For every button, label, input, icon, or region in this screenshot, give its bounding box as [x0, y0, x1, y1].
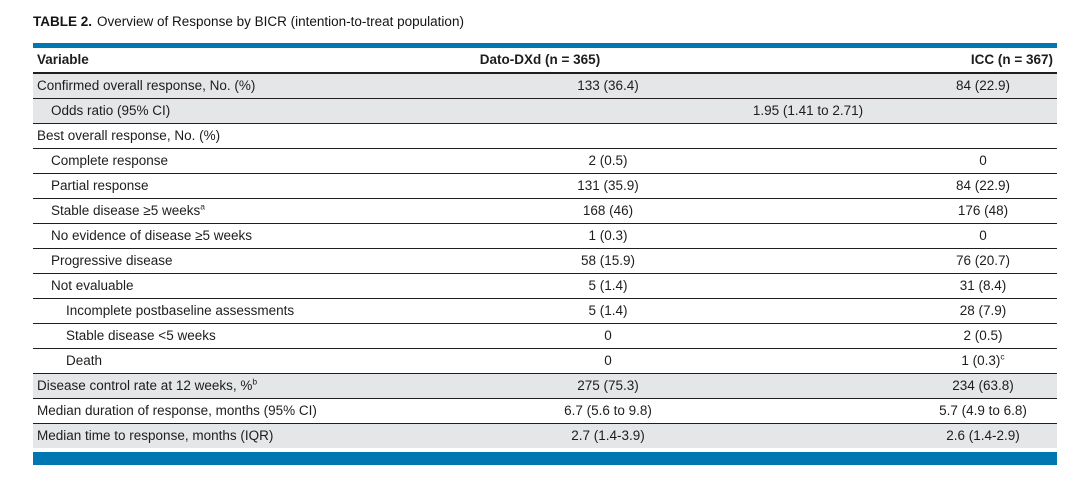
table-row: Confirmed overall response, No. (%) 133 (…: [33, 73, 1057, 99]
table-row: Median duration of response, months (95%…: [33, 398, 1057, 424]
variable-cell: Disease control rate at 12 weeks, %b: [33, 373, 453, 399]
dato-dxd-value-cell: 133 (36.4): [453, 73, 763, 99]
dato-dxd-value-cell: 0: [453, 323, 763, 349]
icc-value-cell: 0: [763, 223, 1057, 249]
table-row: Progressive disease 58 (15.9) 76 (20.7): [33, 248, 1057, 274]
column-header-icc: ICC (n = 367): [763, 48, 1057, 74]
variable-cell: Odds ratio (95% CI): [33, 98, 453, 124]
odds-ratio-value-cell: 1.95 (1.41 to 2.71): [453, 98, 1057, 124]
table-row: Median time to response, months (IQR) 2.7…: [33, 423, 1057, 448]
variable-cell: Confirmed overall response, No. (%): [33, 73, 453, 99]
table-row: Stable disease ≥5 weeksa 168 (46) 176 (48): [33, 198, 1057, 224]
table-row: Partial response 131 (35.9) 84 (22.9): [33, 173, 1057, 199]
table-row: Death 0 1 (0.3)c: [33, 348, 1057, 374]
variable-cell: Best overall response, No. (%): [33, 123, 453, 149]
response-table: Variable Dato-DXd (n = 365) ICC (n = 367…: [33, 48, 1057, 448]
variable-cell: Median duration of response, months (95%…: [33, 398, 453, 424]
dato-dxd-value-cell: 5 (1.4): [453, 298, 763, 324]
footnote-marker: a: [200, 201, 205, 212]
response-table-container: Variable Dato-DXd (n = 365) ICC (n = 367…: [33, 43, 1057, 465]
table-body: Confirmed overall response, No. (%) 133 (…: [33, 73, 1057, 448]
table-row: Incomplete postbaseline assessments 5 (1.…: [33, 298, 1057, 324]
table-row: Stable disease <5 weeks 0 2 (0.5): [33, 323, 1057, 349]
icc-value-cell: 84 (22.9): [763, 73, 1057, 99]
dato-dxd-value-cell: 275 (75.3): [453, 373, 763, 399]
variable-cell: Stable disease <5 weeks: [33, 323, 453, 349]
bottom-accent-bar: [33, 452, 1057, 465]
icc-value-cell: 28 (7.9): [763, 298, 1057, 324]
variable-cell: Death: [33, 348, 453, 374]
table-title-text: Overview of Response by BICR (intention-…: [97, 14, 464, 29]
footnote-marker: b: [252, 376, 258, 387]
icc-value-cell: 1 (0.3)c: [763, 348, 1057, 374]
variable-cell: Not evaluable: [33, 273, 453, 299]
table-row: Not evaluable 5 (1.4) 31 (8.4): [33, 273, 1057, 299]
icc-value-cell: 2.6 (1.4-2.9): [763, 423, 1057, 448]
variable-cell: Progressive disease: [33, 248, 453, 274]
column-header-dato-dxd: Dato-DXd (n = 365): [453, 48, 763, 74]
dato-dxd-value-cell: 5 (1.4): [453, 273, 763, 299]
header-row: Variable Dato-DXd (n = 365) ICC (n = 367…: [33, 48, 1057, 74]
icc-value-cell: 5.7 (4.9 to 6.8): [763, 398, 1057, 424]
table-row: Disease control rate at 12 weeks, %b 275 …: [33, 373, 1057, 399]
dato-dxd-value-cell: 131 (35.9): [453, 173, 763, 199]
icc-value-cell: 31 (8.4): [763, 273, 1057, 299]
icc-value-cell: 84 (22.9): [763, 173, 1057, 199]
column-header-variable: Variable: [33, 48, 453, 74]
top-accent-rule: [33, 43, 1057, 48]
table-row: Odds ratio (95% CI) 1.95 (1.41 to 2.71): [33, 98, 1057, 124]
dato-dxd-value-cell: 2.7 (1.4-3.9): [453, 423, 763, 448]
table-header: Variable Dato-DXd (n = 365) ICC (n = 367…: [33, 48, 1057, 74]
variable-cell: Complete response: [33, 148, 453, 174]
dato-dxd-value-cell: [453, 123, 763, 149]
footnote-marker: c: [1000, 351, 1005, 362]
dato-dxd-value-cell: 1 (0.3): [453, 223, 763, 249]
dato-dxd-value-cell: 168 (46): [453, 198, 763, 224]
table-row: Best overall response, No. (%): [33, 123, 1057, 149]
dato-dxd-value-cell: 58 (15.9): [453, 248, 763, 274]
table-title: TABLE 2. Overview of Response by BICR (in…: [33, 13, 464, 30]
dato-dxd-value-cell: 0: [453, 348, 763, 374]
icc-value-cell: [763, 123, 1057, 149]
icc-value-cell: 234 (63.8): [763, 373, 1057, 399]
table-title-label: TABLE 2.: [33, 14, 93, 29]
dato-dxd-value-cell: 2 (0.5): [453, 148, 763, 174]
icc-value-cell: 76 (20.7): [763, 248, 1057, 274]
table-row: No evidence of disease ≥5 weeks 1 (0.3) 0: [33, 223, 1057, 249]
variable-cell: Incomplete postbaseline assessments: [33, 298, 453, 324]
dato-dxd-value-cell: 6.7 (5.6 to 9.8): [453, 398, 763, 424]
variable-cell: No evidence of disease ≥5 weeks: [33, 223, 453, 249]
variable-cell: Stable disease ≥5 weeksa: [33, 198, 453, 224]
icc-value-cell: 2 (0.5): [763, 323, 1057, 349]
icc-value-cell: 0: [763, 148, 1057, 174]
table-row: Complete response 2 (0.5) 0: [33, 148, 1057, 174]
variable-cell: Partial response: [33, 173, 453, 199]
icc-value-cell: 176 (48): [763, 198, 1057, 224]
variable-cell: Median time to response, months (IQR): [33, 423, 453, 448]
